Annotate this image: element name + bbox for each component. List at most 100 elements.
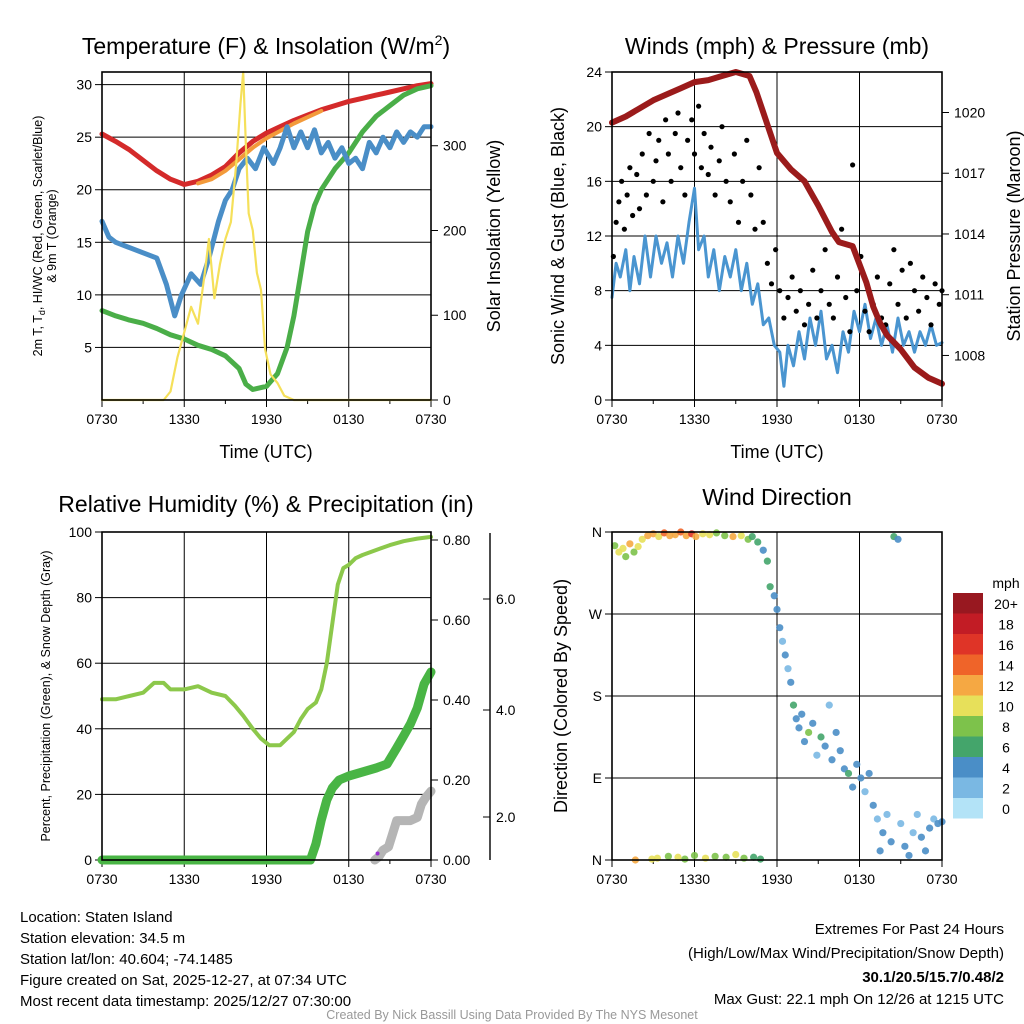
gust-point [862,308,868,314]
direction-point [644,532,652,540]
dir-y-tick-label: S [593,688,602,704]
extremes-title: Extremes For Past 24 Hours [815,921,1004,938]
direction-point [611,542,619,550]
snow-y-tick-label: 6.0 [496,591,516,607]
direction-point [836,747,844,755]
series-solar-insolation [100,70,433,402]
rh-x-tick-label: 1930 [251,871,282,887]
direction-point [853,760,861,768]
temp-x-tick-label: 0730 [415,411,446,427]
gust-point [653,158,659,164]
series-precipitation [97,667,436,865]
temp-y-tick-label: 10 [76,287,92,303]
gust-point [613,219,619,225]
temp-y-tick-label: 5 [84,339,92,355]
gust-point [712,192,718,198]
legend-label: 12 [998,678,1014,694]
gust-point [777,288,783,294]
wind-x-label: Time (UTC) [730,442,823,462]
series-relative-humidity [100,534,433,748]
gust-point [727,199,733,205]
direction-point [773,605,781,614]
gust-point [793,308,799,314]
rh-y-tick-label: 0 [84,852,92,868]
direction-point [800,737,809,746]
direction-point [873,815,881,823]
direction-point [787,678,795,686]
temp-x-tick-label: 0730 [86,411,117,427]
gust-point [843,294,849,301]
direction-point [879,829,887,837]
gust-point [752,226,758,232]
gust-point [650,178,656,184]
elevation-text: Station elevation: 34.5 m [20,930,185,947]
svg-text:& 9m T (Orange): & 9m T (Orange) [45,189,59,282]
direction-point [926,824,934,832]
gust-point [887,281,893,287]
direction-point [630,548,638,556]
direction-point [805,728,813,737]
temp-plot-frame [101,71,432,401]
direction-point [921,847,930,855]
wind-y-tick-label: 8 [594,283,602,299]
gust-point [854,288,860,294]
wind-x-tick-label: 1330 [679,411,710,427]
legend-label: 4 [1002,760,1010,776]
dir-x-tick-label: 1330 [679,871,710,887]
dir-x-tick-label: 1930 [761,871,792,887]
gust-point [920,274,926,280]
gust-point [891,247,897,253]
direction-point [690,851,699,860]
direction-point [737,532,745,540]
gust-point [696,103,702,109]
gust-point [621,226,627,232]
legend-label: 2 [1002,781,1010,797]
temp-y-tick-label: 30 [76,77,92,93]
wind-y-tick-label: 20 [586,119,602,135]
direction-point [840,765,848,773]
latlon-text: Station lat/lon: 40.604; -74.1485 [20,951,233,968]
series-2m-t [99,81,434,187]
pressure-y-tick-label: 1014 [954,226,985,242]
rh-x-tick-label: 1330 [169,871,200,887]
gust-point [785,294,791,301]
direction-point [648,855,656,863]
gust-point [719,124,725,130]
gust-point [936,301,942,307]
direction-point [681,855,689,863]
legend-label: 18 [998,617,1014,633]
gust-point [708,144,714,150]
legend-swatch [953,757,983,778]
direction-point [721,532,729,540]
dir-y-tick-label: N [592,852,602,868]
solar-y-tick-label: 300 [443,138,467,154]
pressure-y-tick-label: 1011 [954,287,984,303]
pressure-y-tick-label: 1008 [954,347,985,363]
direction-chart-title: Wind Direction [702,484,852,510]
gust-point [689,117,695,123]
gust-point [619,178,625,184]
direction-point [756,855,765,863]
direction-point [784,665,792,673]
direction-point [763,557,771,565]
direction-point [722,853,730,861]
station-info: Location: Staten Island Station elevatio… [20,909,351,1010]
direction-y-label: Direction (Colored By Speed) [551,579,571,813]
gust-point [818,288,824,294]
rh-x-tick-label: 0130 [333,871,364,887]
gust-point [924,294,930,301]
gust-point [866,329,872,335]
wind-y-tick-label: 4 [594,337,602,353]
direction-point [706,531,714,539]
direction-point [778,637,787,645]
legend-swatch [953,798,983,819]
gust-point [916,308,922,314]
rh-x-tick-label: 0730 [86,871,117,887]
gust-point [907,260,913,266]
legend-label: 20+ [994,596,1018,612]
temp-x-tick-label: 1930 [251,411,282,427]
direction-point [930,815,938,823]
direction-point [861,788,869,796]
gust-point [822,247,828,253]
